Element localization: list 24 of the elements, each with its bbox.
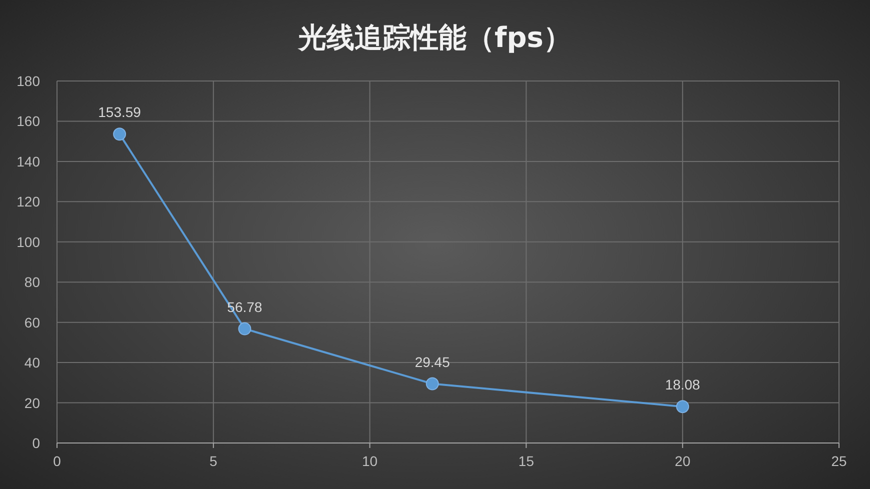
point — [238, 322, 252, 336]
y-tick-label: 20 — [24, 394, 40, 411]
point — [676, 400, 690, 414]
x-tick-label: 10 — [362, 453, 378, 469]
x-tick-label: 0 — [53, 453, 62, 469]
y-tick-label: 40 — [24, 354, 40, 371]
y-tick-label: 60 — [24, 314, 40, 330]
y-tick-label: 140 — [16, 153, 40, 170]
data-label: 18.08 — [665, 376, 700, 393]
y-tick-label: 120 — [16, 194, 40, 210]
y-tick-label: 160 — [16, 113, 40, 130]
data-label: 29.45 — [414, 354, 450, 370]
x-tick-label: 20 — [674, 453, 691, 469]
y-tick-label: 0 — [32, 435, 40, 451]
x-tick-label: 5 — [210, 453, 218, 469]
chart-title: 光线追踪性能（fps） — [296, 21, 572, 54]
y-tick-label: 80 — [24, 274, 40, 290]
data-label: 153.59 — [98, 104, 142, 120]
x-tick-label: 15 — [518, 453, 534, 469]
point — [426, 377, 439, 390]
y-tick-label: 100 — [16, 234, 40, 250]
point — [113, 128, 126, 141]
x-tick-label: 25 — [831, 453, 847, 469]
y-tick-label: 180 — [16, 73, 40, 89]
